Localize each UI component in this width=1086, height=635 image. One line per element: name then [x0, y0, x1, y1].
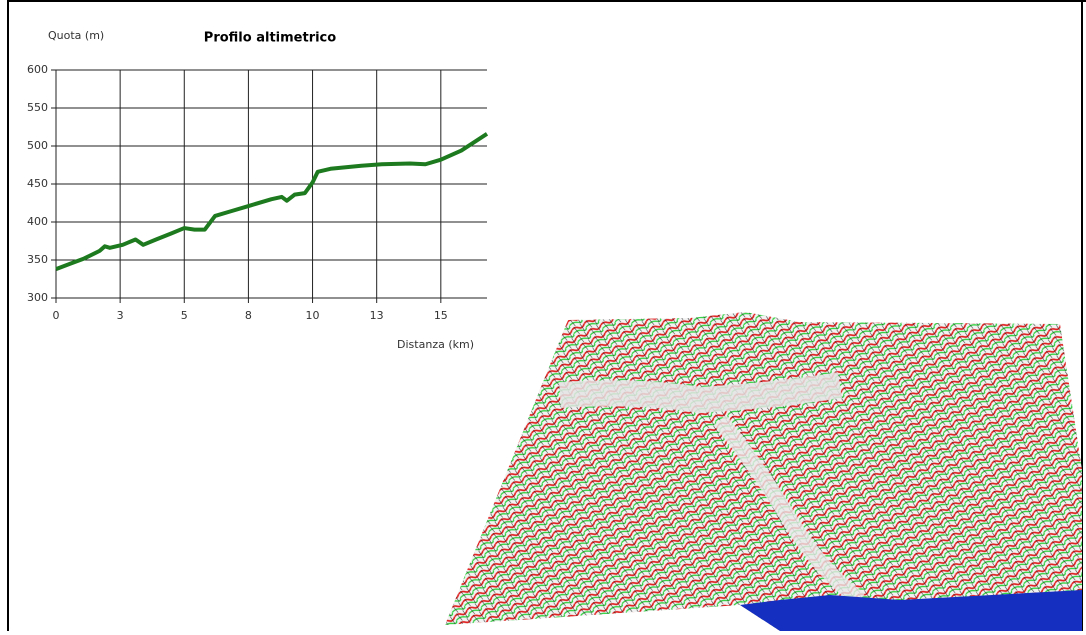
data-line [56, 134, 487, 269]
x-tick-label: 15 [434, 309, 448, 322]
y-tick-label: 600 [27, 63, 48, 76]
y-tick-label: 450 [27, 177, 48, 190]
y-axis-title: Quota (m) [48, 29, 104, 42]
y-tick-label: 400 [27, 215, 48, 228]
chart: Quota (m) Profilo altimetrico Distanza (… [0, 0, 1086, 631]
y-tick-label: 550 [27, 101, 48, 114]
chart-title: Profilo altimetrico [204, 31, 336, 46]
y-tick-label: 300 [27, 291, 48, 304]
y-tick-label: 500 [27, 139, 48, 152]
x-tick-label: 10 [306, 309, 320, 322]
x-tick-label: 0 [53, 309, 60, 322]
x-tick-label: 5 [181, 309, 188, 322]
x-tick-label: 13 [370, 309, 384, 322]
x-tick-label: 8 [245, 309, 252, 322]
y-tick-label: 350 [27, 253, 48, 266]
x-tick-label: 3 [117, 309, 124, 322]
page: Quota (m) Profilo altimetrico Distanza (… [0, 0, 1086, 631]
x-axis-title: Distanza (km) [397, 338, 474, 351]
terrain-3d [445, 312, 1082, 631]
